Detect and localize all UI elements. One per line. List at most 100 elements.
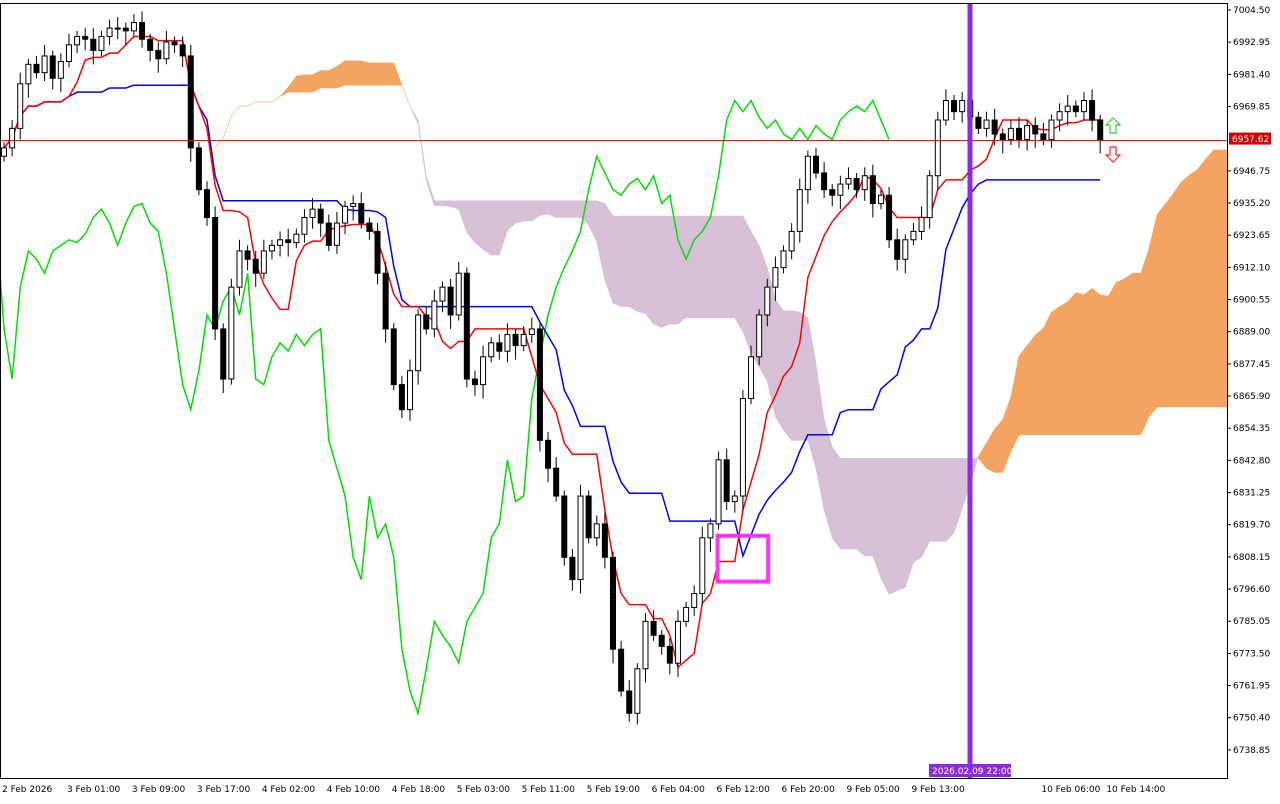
cloud-segment <box>913 458 922 563</box>
bull-candle <box>699 537 706 595</box>
bull-candle <box>902 239 909 260</box>
cloud-segment <box>815 363 825 511</box>
cloud-segment <box>499 200 508 256</box>
price-tick-label: 6785.05 <box>1233 617 1270 627</box>
bull-candle <box>642 620 649 670</box>
bull-candle <box>431 300 438 330</box>
time-marker-badge <box>929 764 1011 777</box>
cloud-segment <box>628 215 638 313</box>
cloud-segment <box>807 317 817 469</box>
candles <box>1 11 1104 725</box>
bear-candle <box>821 172 828 191</box>
bull-candle <box>342 205 349 224</box>
cloud-segment <box>702 215 711 319</box>
bear-candle <box>951 100 958 113</box>
bull-candle <box>130 22 137 32</box>
cloud-segment <box>1067 291 1077 436</box>
bull-candle <box>707 523 714 539</box>
time-tick-label: 9 Feb 05:00 <box>846 785 900 795</box>
cloud-segment <box>718 215 727 319</box>
cloud-segment <box>547 200 557 218</box>
bull-candle <box>480 356 487 386</box>
time-tick-label: 9 Feb 13:00 <box>911 785 965 795</box>
bear-candle <box>195 147 202 191</box>
bull-candle <box>236 250 243 288</box>
bear-candle <box>398 384 405 411</box>
bear-candle <box>610 556 616 650</box>
bull-candle <box>520 333 527 347</box>
cloud-segment <box>1172 181 1182 408</box>
bear-candle <box>139 22 146 40</box>
cloud-segment <box>1043 312 1052 436</box>
price-tick-label: 6981.40 <box>1233 70 1270 80</box>
cloud-segment <box>653 215 663 328</box>
time-tick-label: 5 Feb 19:00 <box>587 785 641 795</box>
bull-candle <box>228 286 235 380</box>
cloud-segment <box>1091 287 1101 436</box>
ichimoku-cloud <box>214 60 1227 595</box>
bear-candle <box>463 272 470 380</box>
price-tick-label: 6865.90 <box>1233 392 1270 402</box>
bear-candle <box>374 230 381 274</box>
tenkan-sen-line <box>3 35 1101 669</box>
bull-candle <box>942 100 949 121</box>
bear-candle <box>390 328 397 386</box>
cloud-segment <box>1213 149 1223 408</box>
bull-candle <box>407 370 413 411</box>
overlays <box>0 3 1227 778</box>
bear-candle <box>366 222 373 232</box>
bull-candle <box>504 333 511 352</box>
bull-candle <box>163 41 170 60</box>
chikou-span-line <box>0 99 890 717</box>
bull-candle <box>114 27 121 30</box>
cloud-segment <box>937 458 947 542</box>
cloud-segment <box>450 200 460 210</box>
bull-candle <box>683 606 690 622</box>
bull-candle <box>788 230 795 252</box>
bear-candle <box>561 495 568 558</box>
bull-candle <box>731 495 738 503</box>
time-axis[interactable]: 2 Feb 2026 3 Feb 01:00 3 Feb 09:00 3 Feb 17… <box>0 764 1166 795</box>
price-axis[interactable]: 7004.50 6992.95 6981.40 6969.85 6946.75 6935.… <box>1227 6 1271 756</box>
bear-candle <box>658 634 665 647</box>
cloud-segment <box>507 200 516 232</box>
bear-candle <box>894 239 901 260</box>
bear-candle <box>1089 100 1096 121</box>
price-tick-label: 6900.55 <box>1233 296 1270 306</box>
bear-candle <box>853 178 860 191</box>
cloud-segment <box>872 458 882 579</box>
bear-candle <box>423 314 430 330</box>
up-arrow-icon <box>1104 117 1122 134</box>
price-tick-label: 6750.40 <box>1233 714 1270 724</box>
cloud-segment <box>1148 214 1158 418</box>
bear-candle <box>171 41 178 46</box>
cloud-segment <box>588 200 598 243</box>
bear-candle <box>618 648 625 692</box>
cloud-segment <box>1059 301 1069 436</box>
bear-candle <box>496 342 503 352</box>
bull-candle <box>877 194 884 205</box>
bull-candle <box>593 523 600 539</box>
cloud-segment <box>279 86 289 97</box>
price-tick-label: 6935.20 <box>1233 199 1270 209</box>
time-tick-label: 3 Feb 09:00 <box>132 785 186 795</box>
cloud-segment <box>994 418 1004 473</box>
bull-candle <box>268 244 275 252</box>
bear-candle <box>723 459 730 503</box>
price-tick-label: 6889.00 <box>1233 328 1270 338</box>
bear-candle <box>325 222 332 246</box>
cloud-segment <box>645 215 654 325</box>
bear-candle <box>90 38 97 51</box>
bull-candle <box>634 668 641 714</box>
cloud-segment <box>458 200 468 233</box>
price-tick-label: 6969.85 <box>1233 103 1270 113</box>
time-marker-label: 2026.02.09 22:00 <box>932 767 1013 777</box>
cloud-segment <box>287 75 297 93</box>
cloud-segment <box>417 119 427 181</box>
cloud-segment <box>945 458 955 543</box>
cloud-segment <box>864 458 874 557</box>
cloud-segment <box>539 200 549 216</box>
bear-candle <box>1097 119 1104 141</box>
price-tick-label: 6831.25 <box>1233 489 1270 499</box>
